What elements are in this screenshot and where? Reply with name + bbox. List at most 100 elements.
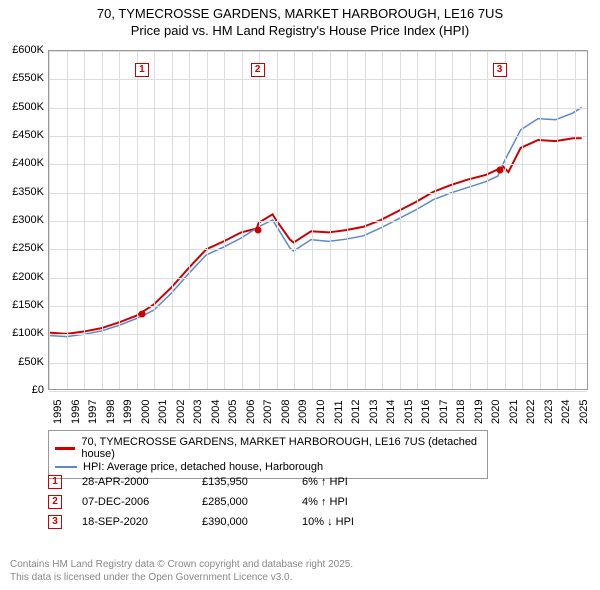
y-tick-label: £300K [12,214,44,226]
x-tick-label: 1997 [87,400,99,424]
gridline-h [49,221,587,222]
gridline-v [242,51,243,389]
x-tick-label: 2002 [175,400,187,424]
gridline-v [470,51,471,389]
sale-detail-date: 07-DEC-2006 [82,496,182,508]
gridline-v [417,51,418,389]
x-tick-label: 2006 [245,400,257,424]
gridline-v [277,51,278,389]
x-tick-label: 2013 [368,400,380,424]
chart-title-line2: Price paid vs. HM Land Registry's House … [0,23,600,38]
gridline-v [172,51,173,389]
gridline-h [49,108,587,109]
x-tick-label: 2020 [490,400,502,424]
y-tick-label: £400K [12,157,44,169]
gridline-v [49,51,50,389]
x-tick-label: 2014 [385,400,397,424]
x-axis: 1995199619971998199920002001200220032004… [48,392,588,432]
legend-swatch-2 [55,466,77,468]
sale-detail-marker: 3 [48,515,62,529]
y-tick-label: £550K [12,72,44,84]
gridline-v [294,51,295,389]
gridline-v [347,51,348,389]
x-tick-label: 2010 [315,400,327,424]
sale-detail-row: 128-APR-2000£135,9506% ↑ HPI [48,475,392,489]
x-tick-label: 2012 [350,400,362,424]
sale-detail-row: 318-SEP-2020£390,00010% ↓ HPI [48,515,392,529]
gridline-v [330,51,331,389]
sale-detail-price: £135,950 [202,476,282,488]
gridline-h [49,249,587,250]
gridline-h [49,193,587,194]
gridline-v [575,51,576,389]
gridline-v [312,51,313,389]
sale-marker-box: 1 [135,63,149,77]
sale-detail-marker: 2 [48,495,62,509]
x-tick-label: 2015 [403,400,415,424]
gridline-v [102,51,103,389]
chart-container: 70, TYMECROSSE GARDENS, MARKET HARBOROUG… [0,0,600,590]
gridline-v [119,51,120,389]
gridline-h [49,334,587,335]
y-axis: £0£50K£100K£150K£200K£250K£300K£350K£400… [0,50,46,390]
chart-svg [49,51,587,389]
x-tick-label: 1998 [105,400,117,424]
x-tick-label: 2009 [297,400,309,424]
gridline-h [49,51,587,52]
y-tick-label: £450K [12,129,44,141]
x-tick-label: 2003 [192,400,204,424]
x-tick-label: 2011 [333,400,345,424]
y-tick-label: £350K [12,186,44,198]
x-tick-label: 2000 [140,400,152,424]
legend-swatch-1 [55,447,75,450]
gridline-v [382,51,383,389]
footnote: Contains HM Land Registry data © Crown c… [10,558,353,584]
gridline-v [505,51,506,389]
sale-details: 128-APR-2000£135,9506% ↑ HPI207-DEC-2006… [48,475,392,535]
gridline-v [207,51,208,389]
legend-row-1: 70, TYMECROSSE GARDENS, MARKET HARBOROUG… [55,436,481,460]
gridline-v [452,51,453,389]
gridline-v [400,51,401,389]
gridline-v [189,51,190,389]
sale-detail-date: 18-SEP-2020 [82,516,182,528]
y-tick-label: £50K [18,356,44,368]
sale-detail-price: £390,000 [202,516,282,528]
gridline-h [49,79,587,80]
x-tick-label: 2023 [543,400,555,424]
gridline-v [67,51,68,389]
chart-title-line1: 70, TYMECROSSE GARDENS, MARKET HARBOROUG… [0,0,600,23]
sale-detail-price: £285,000 [202,496,282,508]
x-tick-label: 2025 [578,400,590,424]
y-tick-label: £200K [12,271,44,283]
sale-detail-pct: 4% ↑ HPI [302,496,392,508]
gridline-v [365,51,366,389]
footnote-line1: Contains HM Land Registry data © Crown c… [10,558,353,571]
gridline-v [84,51,85,389]
gridline-v [522,51,523,389]
x-tick-label: 2017 [438,400,450,424]
x-tick-label: 2022 [525,400,537,424]
sale-marker-dot [138,310,145,317]
gridline-h [49,164,587,165]
x-tick-label: 2021 [508,400,520,424]
y-tick-label: £600K [12,44,44,56]
x-tick-label: 1995 [52,400,64,424]
legend-label-1: 70, TYMECROSSE GARDENS, MARKET HARBOROUG… [81,436,481,460]
x-tick-label: 2016 [420,400,432,424]
gridline-v [154,51,155,389]
plot-area: 123 [48,50,588,390]
sale-marker-dot [496,167,503,174]
sale-detail-pct: 6% ↑ HPI [302,476,392,488]
x-tick-label: 2018 [455,400,467,424]
sale-detail-marker: 1 [48,475,62,489]
gridline-v [435,51,436,389]
legend-label-2: HPI: Average price, detached house, Harb… [83,461,323,473]
gridline-h [49,278,587,279]
gridline-v [259,51,260,389]
y-tick-label: £500K [12,101,44,113]
sale-marker-dot [254,226,261,233]
x-tick-label: 2019 [473,400,485,424]
y-tick-label: £250K [12,242,44,254]
x-tick-label: 2004 [210,400,222,424]
